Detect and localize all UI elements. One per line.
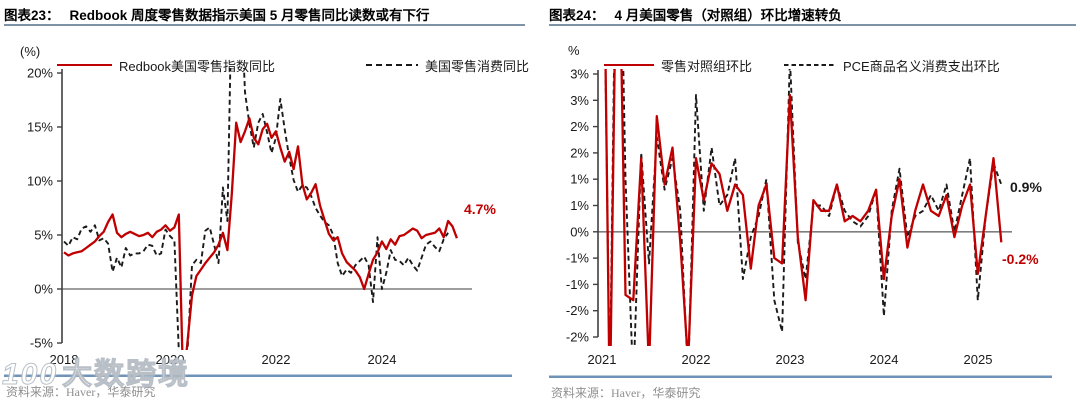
chart24-legend-control: 零售对照组环比 — [604, 57, 753, 74]
chart23-title-text: Redbook 周度零售数据指示美国 5 月零售同比读数或有下行 — [69, 8, 430, 23]
x-tick-label: 2020 — [156, 352, 185, 367]
y-tick-label: 1% — [570, 198, 589, 213]
legend-label: 零售对照组环比 — [661, 58, 753, 74]
y-tick-label: 10% — [27, 174, 53, 189]
x-tick-label: 2024 — [870, 352, 899, 367]
solid-red-series-line — [604, 69, 1003, 346]
y-tick-label: 3% — [570, 93, 589, 108]
y-tick-label: 5% — [34, 228, 53, 243]
x-tick-label: 2021 — [588, 352, 617, 367]
solid-red-series-line — [63, 117, 458, 350]
chart24-title: 图表24： 4 月美国零售（对照组）环比增速转负 — [549, 4, 1076, 26]
chart24-plot: 3% 3% 2% 2% 1% 1% 0% -1% -1% -2% -2% 2021 2022 2023 20… — [566, 67, 1012, 367]
chart23-source: 资料来源：Haver，华泰研究 — [6, 385, 156, 399]
y-tick-label: 0% — [34, 282, 53, 297]
chart23-y-unit: (%) — [20, 44, 41, 59]
x-tick-label: 2025 — [964, 352, 993, 367]
legend-label: 美国零售消费同比 — [425, 58, 530, 74]
chart24-pce-annotation: 0.9% — [1010, 179, 1042, 195]
watermark-logo: 100 — [1, 358, 59, 392]
y-tick-label: -2% — [566, 303, 590, 318]
legend-label: PCE商品名义消费支出环比 — [843, 58, 1000, 74]
dashed-black-series-line — [604, 69, 1003, 346]
x-tick-label: 2024 — [368, 352, 397, 367]
chart24-title-text: 4 月美国零售（对照组）环比增速转负 — [614, 8, 842, 23]
x-tick-label: 2023 — [776, 352, 805, 367]
x-tick-label: 2022 — [262, 352, 291, 367]
legend-label: Redbook美国零售指数同比 — [119, 58, 276, 74]
y-tick-label: -5% — [30, 336, 54, 351]
chart24-control-annotation: -0.2% — [1002, 251, 1039, 267]
chart23-plot: 20% 15% 10% 5% 0% -5%2018 2020 2022 2024 — [27, 66, 472, 367]
red-line-sample-icon — [604, 64, 654, 66]
chart23-title: 图表23： Redbook 周度零售数据指示美国 5 月零售同比读数或有下行 — [4, 4, 525, 26]
chart23-footer-divider — [4, 374, 512, 377]
chart23-last-value-annotation: 4.7% — [464, 201, 496, 217]
x-tick-label: 2022 — [682, 352, 711, 367]
watermark-text: 大数跨境 — [62, 358, 191, 392]
dashed-line-sample-icon — [784, 64, 836, 66]
y-tick-label: 0% — [570, 224, 589, 239]
chart24-source: 资料来源：Haver，华泰研究 — [551, 386, 701, 400]
chart23-fig-label: 图表23： — [4, 8, 60, 23]
chart24-footer-divider — [549, 375, 1052, 378]
red-line-sample-icon — [57, 64, 112, 66]
y-tick-label: 2% — [570, 145, 589, 160]
chart24-y-unit: % — [568, 43, 580, 58]
y-tick-label: -1% — [566, 251, 590, 266]
y-tick-label: 3% — [570, 67, 589, 82]
chart24-legend-pce: PCE商品名义消费支出环比 — [784, 57, 1000, 74]
x-tick-label: 2018 — [50, 352, 79, 367]
y-tick-label: 1% — [570, 172, 589, 187]
y-tick-label: 2% — [570, 119, 589, 134]
dashed-black-series-line — [63, 68, 449, 350]
watermark: 100 大数跨境 — [1, 349, 191, 393]
dashed-line-sample-icon — [366, 64, 418, 66]
chart23-legend-redbook: Redbook美国零售指数同比 — [57, 57, 276, 74]
y-tick-label: 15% — [27, 120, 53, 135]
y-tick-label: -1% — [566, 277, 590, 292]
y-tick-label: -2% — [566, 330, 590, 345]
y-tick-label: 20% — [27, 66, 53, 81]
chart24-fig-label: 图表24： — [549, 8, 605, 23]
chart23-legend-retail: 美国零售消费同比 — [366, 57, 530, 74]
